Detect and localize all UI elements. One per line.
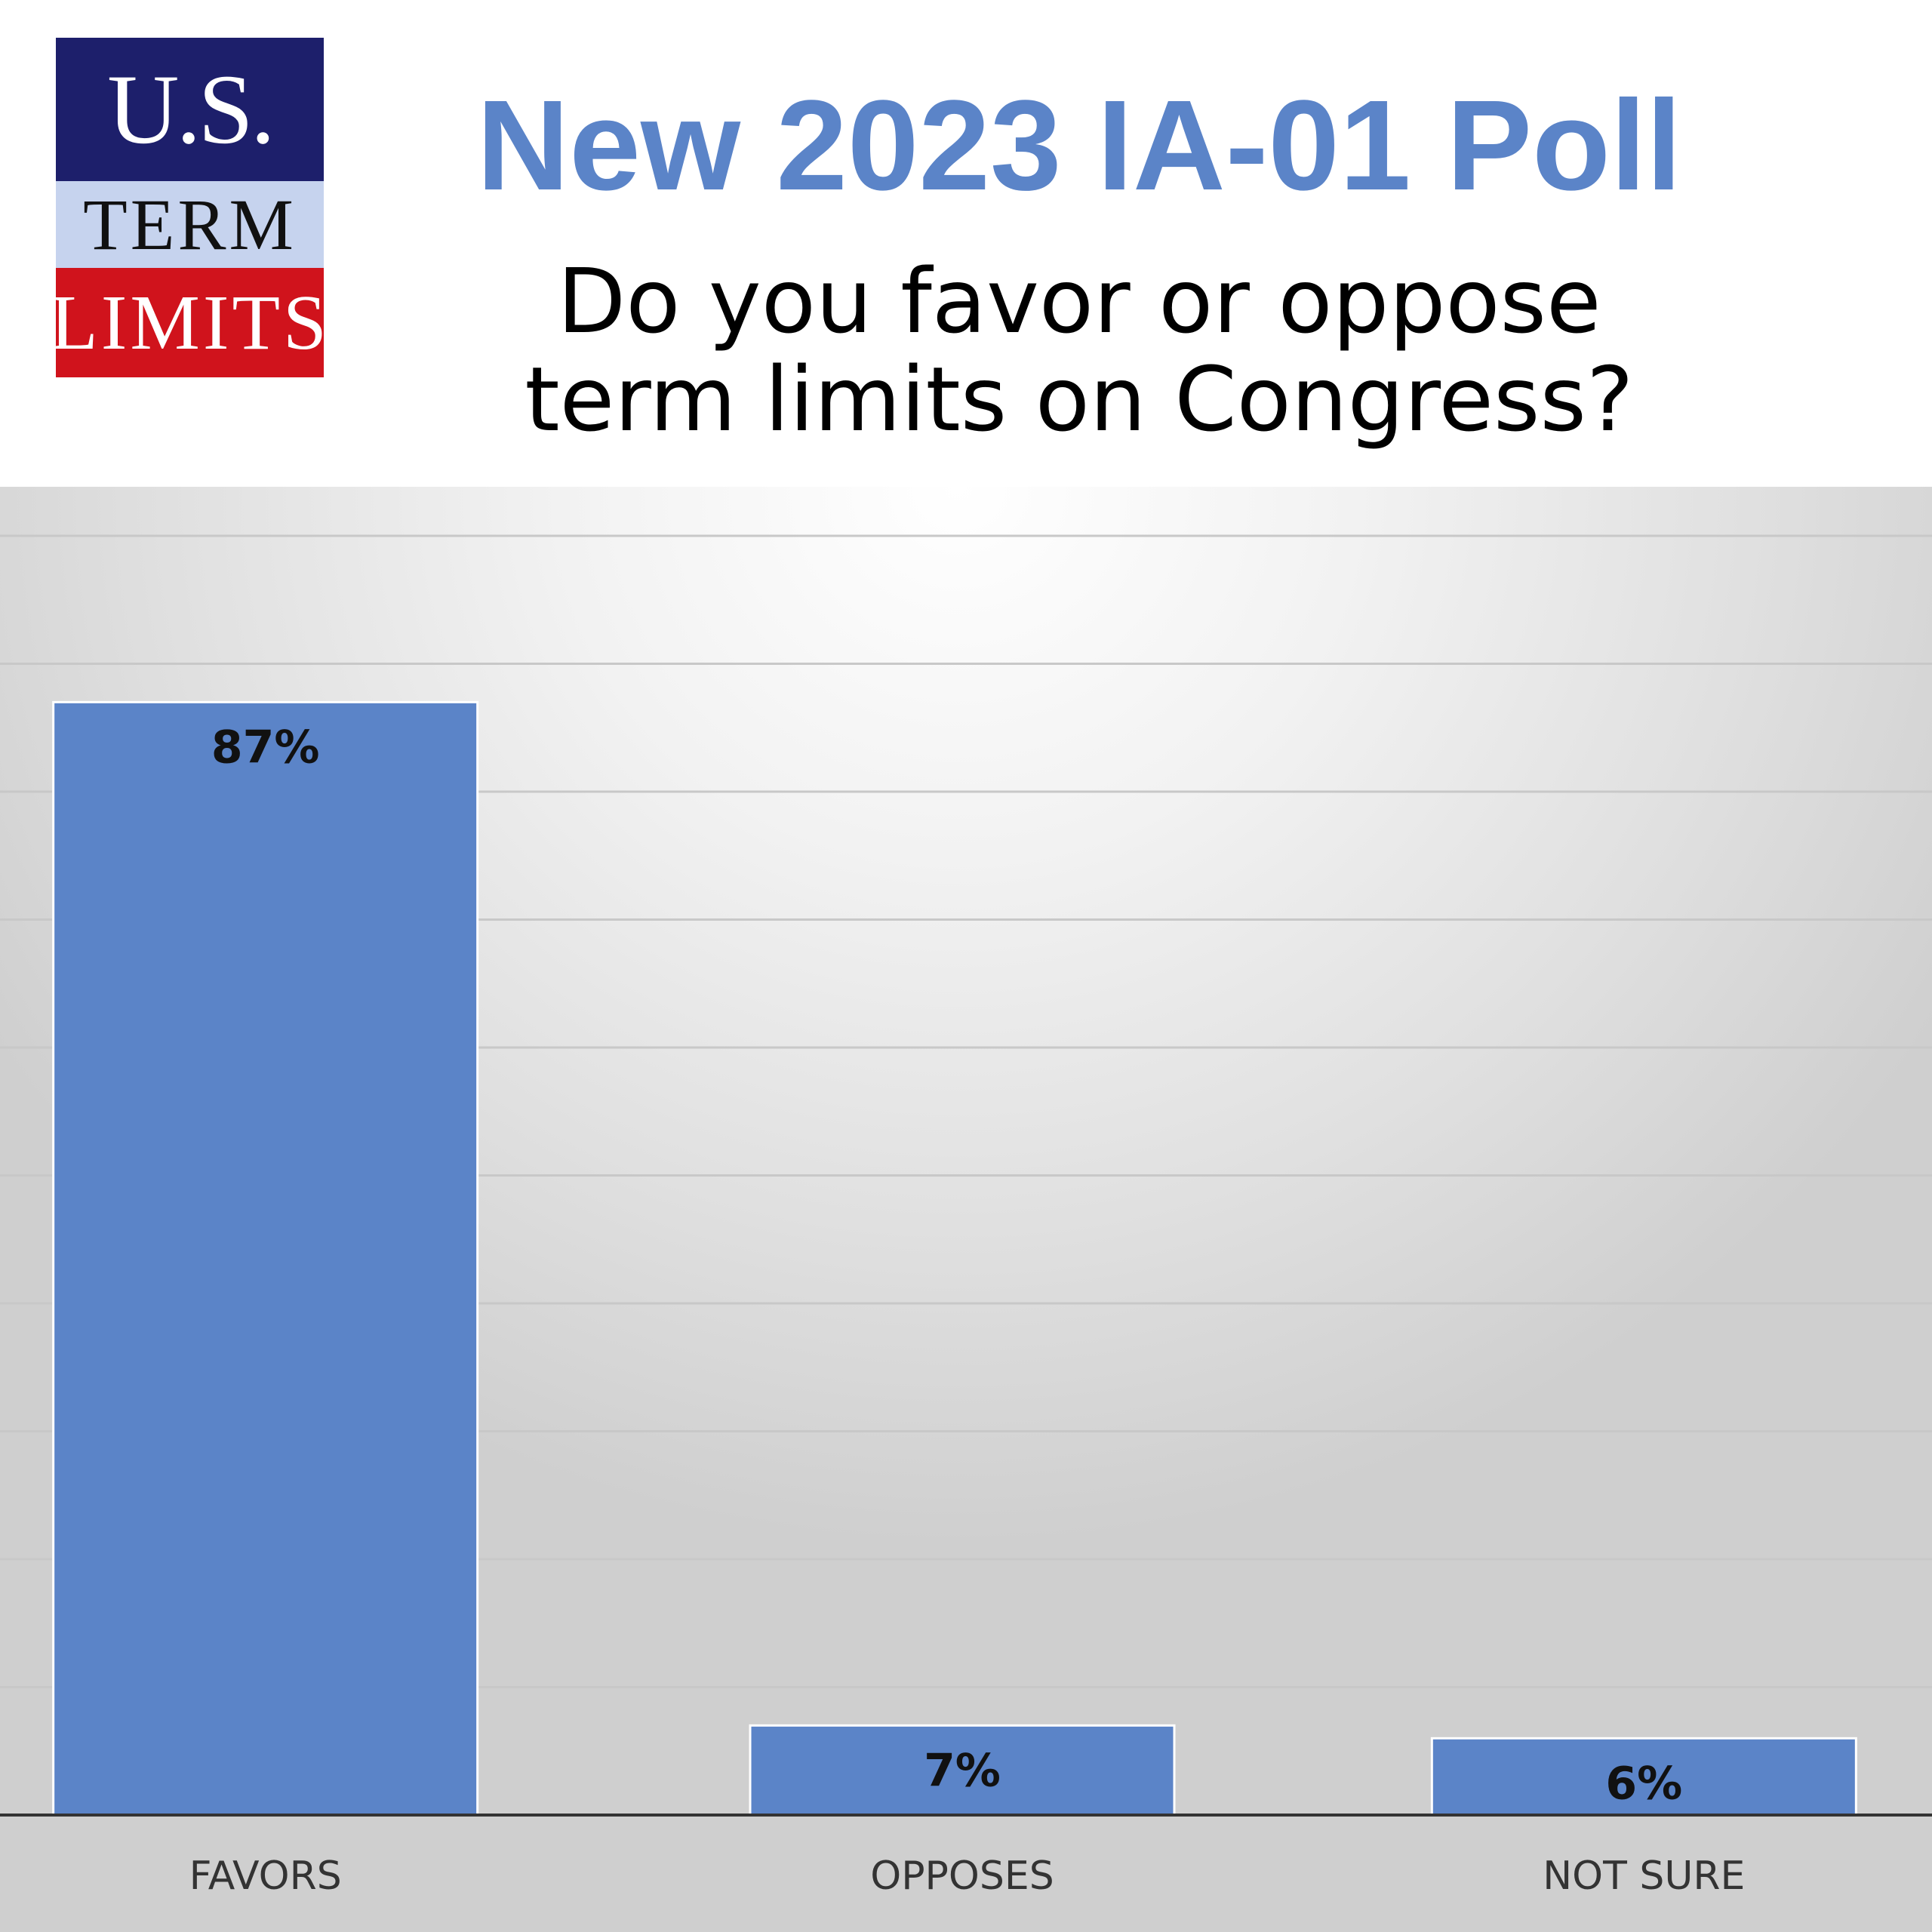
us-term-limits-logo: U.S. TERM LIMITS (50, 38, 327, 377)
logo-line-limits: LIMITS (50, 278, 330, 366)
header: U.S. TERM LIMITS New 2023 IA-01 Poll Do … (0, 0, 1932, 487)
bar-chart-svg: 87% FAVORS 7% OPPOSES 6% NOT SURE (0, 534, 1932, 1899)
data-label: 87% (211, 721, 320, 774)
bar-not-sure (1430, 1737, 1857, 1817)
category-label: NOT SURE (1543, 1854, 1745, 1899)
logo-middle-band: TERM (56, 181, 324, 268)
logo-line-us: U.S. (107, 54, 275, 165)
data-label: 7% (924, 1744, 1001, 1797)
logo-bottom-band: LIMITS (50, 268, 327, 377)
poll-question-line-2: term limits on Congress? (525, 346, 1634, 451)
logo-top-band: U.S. (56, 38, 324, 181)
page-title: New 2023 IA-01 Poll (476, 74, 1682, 217)
category-label: FAVORS (189, 1854, 342, 1899)
category-label: OPPOSES (870, 1854, 1054, 1899)
poll-question-line-1: Do you favor or oppose (557, 249, 1601, 353)
bar-opposes (749, 1724, 1176, 1817)
bar-favors (52, 700, 479, 1817)
data-label: 6% (1605, 1757, 1682, 1810)
logo-line-term: TERM (83, 183, 297, 265)
bar-chart: 87% FAVORS 7% OPPOSES 6% NOT SURE (0, 487, 1932, 1932)
poll-question: Do you favor or oppose term limits on Co… (392, 249, 1766, 451)
